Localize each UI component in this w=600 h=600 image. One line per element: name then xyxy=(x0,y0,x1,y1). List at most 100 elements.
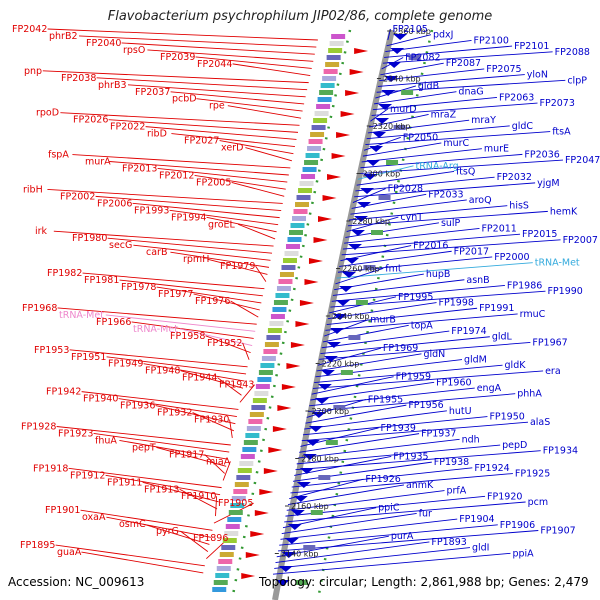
reverse-gene-arrow xyxy=(308,426,323,432)
gene-block xyxy=(233,489,248,494)
connector-line xyxy=(237,223,276,240)
left-gene-label: FP2038 xyxy=(61,73,96,84)
right-gene-label: FP1939 xyxy=(381,423,416,434)
gene-block xyxy=(310,132,325,137)
gene-features xyxy=(212,34,421,592)
gene-block xyxy=(295,580,308,585)
right-gene-label: mraY xyxy=(471,115,496,126)
gene-block xyxy=(323,69,338,74)
connector-line xyxy=(193,293,260,311)
right-gene-label: FP1934 xyxy=(543,446,578,457)
right-gene-label: FP2082 xyxy=(405,52,440,63)
connector-line xyxy=(143,363,245,382)
gene-block xyxy=(331,34,346,39)
reverse-gene-arrow xyxy=(299,468,314,474)
reverse-gene-arrow xyxy=(363,174,378,180)
left-gene-label: FP2006 xyxy=(97,198,132,209)
left-gene-label: FP1976 xyxy=(195,296,230,307)
reverse-gene-arrow xyxy=(387,62,402,68)
kbp-label: 2360 kbp xyxy=(393,27,431,36)
connector-line xyxy=(377,74,525,87)
left-gene-label: murA xyxy=(85,157,111,168)
right-gene-label: yloN xyxy=(527,70,548,81)
right-gene-label: FP2028 xyxy=(388,184,423,195)
connector-line xyxy=(119,279,263,297)
gene-block xyxy=(257,377,272,382)
gene-block xyxy=(215,573,230,578)
gene-block xyxy=(285,244,300,249)
gene-block xyxy=(311,125,326,130)
left-gene-label: FP2013 xyxy=(122,163,157,174)
right-gene-label: FP1960 xyxy=(436,377,471,388)
right-gene-label: FP2011 xyxy=(481,223,516,234)
left-gene-label: pepT xyxy=(132,442,156,453)
connector-line xyxy=(359,159,563,174)
connector-line xyxy=(274,547,470,569)
connector-line xyxy=(204,454,225,474)
reverse-gene-arrow xyxy=(372,132,387,138)
right-gene-label: rmuC xyxy=(520,309,546,320)
connector-line xyxy=(325,313,518,331)
connector-line xyxy=(106,356,247,375)
gene-block xyxy=(218,559,233,564)
connector-line xyxy=(205,335,251,354)
right-gene-label: ppiA xyxy=(512,548,534,559)
connector-line xyxy=(156,286,262,304)
connector-line xyxy=(53,230,274,247)
connector-line xyxy=(386,34,432,47)
gene-block xyxy=(393,125,406,130)
right-gene-label: murE xyxy=(484,144,509,155)
gene-block xyxy=(239,461,254,466)
gene-block xyxy=(230,503,245,508)
right-gene-label: mraZ xyxy=(431,109,457,120)
kbp-label: 2180 kbp xyxy=(301,455,339,464)
forward-gene-arrow xyxy=(340,111,355,117)
forward-gene-arrow xyxy=(281,384,296,390)
gene-block xyxy=(264,342,279,347)
connector-line xyxy=(286,490,445,511)
left-gene-label: FP2012 xyxy=(159,170,194,181)
left-gene-label: FP1949 xyxy=(108,359,143,370)
gene-block xyxy=(254,391,269,396)
gene-block xyxy=(281,265,296,270)
gene-block xyxy=(269,321,284,326)
gene-block xyxy=(234,482,249,487)
gene-block xyxy=(258,370,273,375)
reverse-gene-arrow xyxy=(378,104,393,110)
gene-block xyxy=(282,258,297,263)
left-gene-label: FP1981 xyxy=(84,275,119,286)
connector-line xyxy=(239,384,255,403)
left-gene-label: FP1968 xyxy=(22,303,57,314)
connector-line xyxy=(355,176,495,192)
gene-block xyxy=(305,153,320,158)
left-gene-label: rpsO xyxy=(123,45,145,56)
connector-line xyxy=(370,108,389,122)
left-gene-label: FP1896 xyxy=(193,533,228,544)
right-gene-label: FP2036 xyxy=(524,149,559,160)
connector-line xyxy=(132,202,280,219)
gene-block xyxy=(355,300,368,305)
right-gene-label: tRNA-Met xyxy=(535,258,580,269)
right-gene-label: anmK xyxy=(406,480,434,491)
kbp-label: 2280 kbp xyxy=(352,217,390,226)
right-gene-label: pcm xyxy=(528,497,549,508)
connector-line xyxy=(354,182,536,198)
left-gene-label: FP2026 xyxy=(73,115,108,126)
connector-line xyxy=(242,342,250,360)
connector-line xyxy=(170,251,270,268)
kbp-scale: 2360 kbp 2340 kbp 2320 kbp 2300 kbp 2280 kbp… xyxy=(274,27,431,559)
connector-line xyxy=(279,524,498,546)
left-gene-label: FP2040 xyxy=(86,38,121,49)
connector-line xyxy=(365,131,551,145)
gene-block xyxy=(329,41,344,46)
reverse-gene-arrow xyxy=(278,566,293,572)
left-gene-label: fspA xyxy=(48,150,69,161)
reverse-gene-arrow xyxy=(317,384,332,390)
gene-block xyxy=(227,517,242,522)
connector-line xyxy=(324,319,369,337)
right-gene-label: gldB xyxy=(418,81,439,92)
right-gene-label: FP2063 xyxy=(499,92,534,103)
kbp-label: 2300 kbp xyxy=(363,170,401,179)
outer-dotted-arc xyxy=(316,29,434,600)
left-gene-label: phrB2 xyxy=(49,31,78,42)
